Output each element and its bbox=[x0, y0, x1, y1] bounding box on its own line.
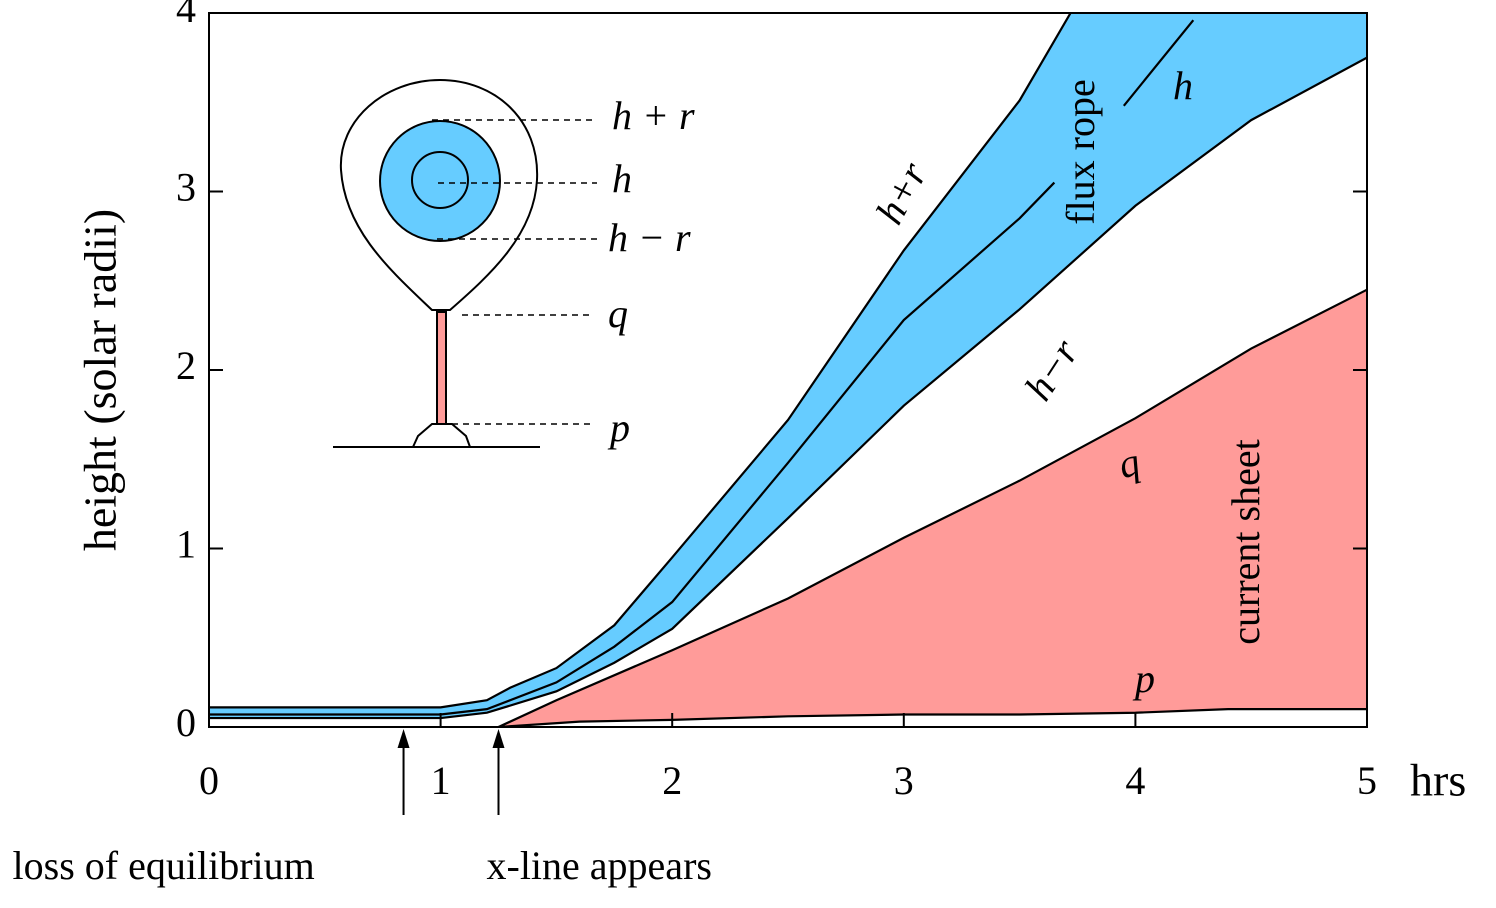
series-label: h bbox=[1173, 63, 1193, 108]
x-tick-label: 0 bbox=[199, 758, 219, 803]
inset-core bbox=[411, 151, 469, 209]
series-label: h−r bbox=[1015, 331, 1087, 408]
y-tick-label: 0 bbox=[176, 700, 196, 745]
x-tick-label: 4 bbox=[1125, 758, 1145, 803]
x-tick-label: 3 bbox=[894, 758, 914, 803]
x-tick-label: 5 bbox=[1357, 758, 1377, 803]
y-axis-label: height (solar radii) bbox=[75, 209, 126, 551]
x-tick-label: 1 bbox=[431, 758, 451, 803]
series-line bbox=[498, 288, 1367, 727]
region-label: current sheet bbox=[1223, 439, 1268, 644]
x-axis-label: hrs bbox=[1410, 755, 1466, 806]
inset-label: h + r bbox=[612, 93, 695, 138]
series-line bbox=[209, 19, 1195, 716]
series-line bbox=[209, 13, 1072, 709]
arrow-head bbox=[397, 729, 410, 748]
inset-leaders bbox=[432, 119, 597, 425]
y-tick-label: 1 bbox=[176, 522, 196, 567]
inset-label: q bbox=[608, 291, 628, 336]
flux-rope-fill bbox=[209, 13, 1367, 719]
current-sheet-fill bbox=[498, 289, 1367, 727]
inset-label: h − r bbox=[608, 215, 691, 260]
fills bbox=[209, 13, 1367, 727]
y-tick-label: 3 bbox=[176, 165, 196, 210]
annotation: loss of equilibrium bbox=[13, 843, 315, 888]
inset-label: p bbox=[607, 405, 630, 450]
series-label: p bbox=[1132, 656, 1155, 701]
series-label: h+r bbox=[867, 154, 936, 231]
y-tick-label: 4 bbox=[176, 0, 196, 31]
y-tick-label: 2 bbox=[176, 343, 196, 388]
inset bbox=[333, 78, 597, 448]
inset-label: h bbox=[612, 156, 632, 201]
inset-base bbox=[412, 423, 471, 448]
inset-rope bbox=[379, 120, 501, 242]
annotation: x-line appears bbox=[487, 843, 712, 888]
x-tick-label: 2 bbox=[662, 758, 682, 803]
inset-sheet bbox=[436, 311, 447, 425]
region-label: flux rope bbox=[1058, 79, 1103, 225]
arrow-head bbox=[492, 729, 505, 748]
